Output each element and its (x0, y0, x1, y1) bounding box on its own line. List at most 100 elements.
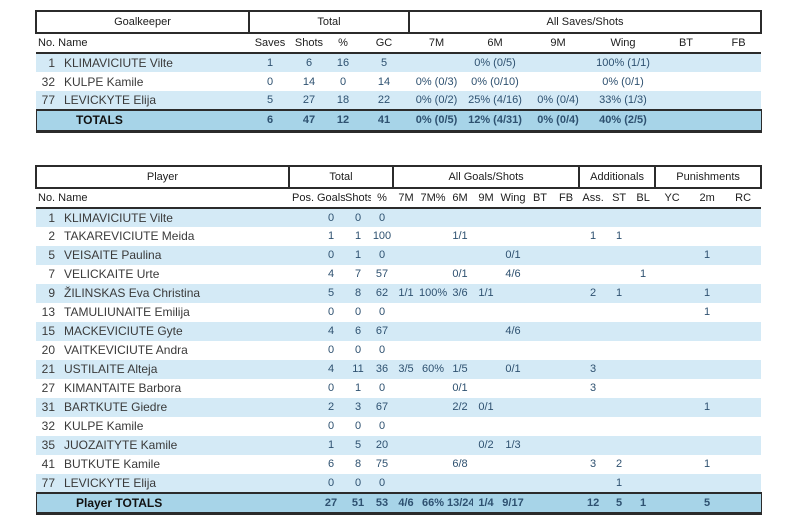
stat-cell (289, 208, 317, 227)
column-header-2m: 2m (689, 187, 726, 209)
stat-cell (631, 398, 655, 417)
stat-cell (631, 208, 655, 227)
stat-cell (447, 322, 473, 341)
stat-cell (655, 455, 689, 474)
name-cell: KULPE Kamile (64, 74, 144, 89)
row-number-cell: 15 (41, 324, 55, 338)
stat-cell (419, 322, 447, 341)
stat-cell (499, 398, 527, 417)
stat-cell (419, 455, 447, 474)
table-row: 77 LEVICKYTE Elija 0 0 0 1 (36, 473, 762, 493)
group-header-additionals: Additionals (578, 164, 657, 189)
stat-cell (289, 398, 317, 417)
stat-cell (655, 474, 689, 493)
row-number-cell: 27 (41, 381, 55, 395)
goalkeeper-stats-table: Goalkeeper Total All Saves/Shots No. Nam… (35, 10, 763, 133)
stat-cell: 0/1 (505, 363, 521, 375)
stat-cell: 1/1 (398, 287, 414, 299)
name-cell: KLIMAVICIUTE Vilte (64, 210, 173, 225)
stat-cell: 0% (0/4) (526, 109, 590, 133)
stat-cell: 0/2 (478, 439, 494, 451)
column-header-yc: YC (655, 187, 690, 209)
stat-cell (473, 379, 499, 398)
stat-cell (473, 341, 499, 360)
stat-cell: 1 (266, 57, 274, 69)
stat-cell (526, 53, 590, 72)
stat-cell: 2 (616, 458, 623, 470)
column-header-st: ST (607, 187, 632, 209)
stat-cell (655, 341, 689, 360)
stat-cell (689, 341, 725, 360)
name-cell: KLIMAVICIUTE Vilte (64, 56, 173, 70)
row-number-cell: 9 (48, 286, 55, 300)
stat-cell (607, 341, 631, 360)
stat-cell (393, 227, 419, 246)
stat-cell (289, 379, 317, 398)
stat-cell (655, 284, 689, 303)
stat-cell: 13/24 (447, 491, 473, 515)
stat-cell (656, 109, 716, 133)
row-number-cell: 1 (48, 210, 55, 225)
stat-cell (607, 360, 631, 379)
goalkeeper-column-header-row: No. Name Saves Shots % GC 7M 6M 9M Wing … (36, 33, 762, 54)
stat-cell (725, 341, 761, 360)
stat-cell (553, 455, 579, 474)
stat-cell (689, 265, 725, 284)
name-cell: USTILAITE Alteja (64, 362, 158, 376)
stat-cell: 0 (354, 344, 362, 356)
stat-cell (655, 322, 689, 341)
stat-cell (553, 227, 579, 246)
stat-cell (725, 474, 761, 493)
stat-cell: 0 (327, 382, 335, 394)
row-number-cell: 32 (41, 419, 55, 433)
stat-cell (527, 208, 553, 227)
stat-cell (553, 379, 579, 398)
stat-cell (473, 474, 499, 493)
column-header-wing: Wing (590, 33, 656, 54)
stat-cell: 3/5 (398, 363, 414, 375)
stat-cell (447, 417, 473, 436)
stat-cell (499, 303, 527, 322)
stat-cell (579, 265, 607, 284)
stat-cell (656, 72, 716, 91)
stat-cell (607, 265, 631, 284)
name-cell: ŽILINSKAS Eva Christina (64, 286, 201, 300)
stat-cell (289, 265, 317, 284)
stat-cell (526, 72, 590, 91)
stat-cell: 8 (354, 287, 362, 299)
stat-cell (393, 455, 419, 474)
row-number-cell: 5 (48, 248, 55, 262)
column-header-bt: BT (527, 187, 553, 209)
stat-cell: 4/6 (393, 491, 419, 515)
stat-cell (607, 398, 631, 417)
stat-cell: 0 (378, 382, 386, 394)
row-number-cell: 1 (48, 56, 55, 70)
stat-cell: 1/1 (478, 287, 494, 299)
stat-cell: 0/1 (452, 268, 468, 280)
stat-cell (607, 208, 631, 227)
stat-cell (579, 208, 607, 227)
stat-cell (655, 303, 689, 322)
stat-cell: 18 (336, 94, 350, 106)
stat-cell (393, 303, 419, 322)
stat-cell (527, 398, 553, 417)
row-number-cell: 31 (41, 400, 55, 414)
stat-cell: 66% (419, 491, 447, 515)
stat-cell (579, 436, 607, 455)
stat-cell: 1 (616, 230, 623, 242)
totals-row: TOTALS 6 47 12 41 0% (0/5) 12% (4/31) 0% (0/4) 4… (35, 109, 762, 133)
stat-cell (631, 417, 655, 436)
stat-cell (655, 208, 689, 227)
stat-cell (631, 322, 655, 341)
stat-cell: 6 (249, 109, 291, 133)
stat-cell (579, 474, 607, 493)
row-number-cell: 13 (41, 305, 55, 319)
name-cell: TAMULIUNAITE Emilija (64, 305, 190, 319)
stat-cell: 60% (421, 363, 445, 375)
column-header-assists: Ass. (579, 187, 608, 209)
stat-cell: 2 (327, 401, 335, 413)
column-header-gc: GC (359, 33, 409, 54)
stat-cell (716, 91, 761, 110)
column-header-7m: 7M (409, 33, 464, 54)
stat-cell (289, 474, 317, 493)
